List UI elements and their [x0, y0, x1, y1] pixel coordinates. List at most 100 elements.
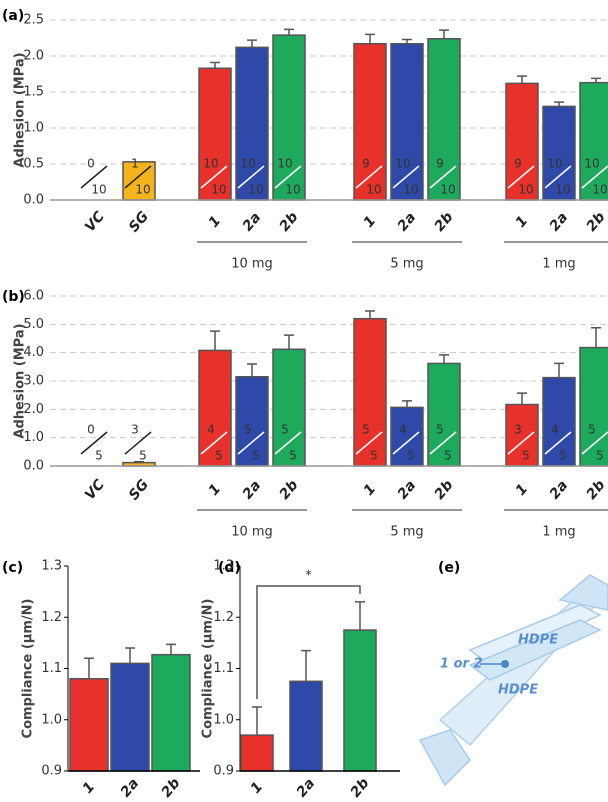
fraction-numerator: 10	[584, 157, 599, 171]
y-tick-label: 1.5	[23, 85, 44, 100]
error-bar	[134, 461, 144, 463]
x-tick-label: 2a	[294, 776, 319, 801]
x-tick-label: 2a	[547, 210, 572, 235]
y-tick-label: 0.9	[213, 764, 234, 779]
fraction-denominator: 10	[518, 183, 533, 197]
bar	[110, 662, 150, 772]
y-tick-label: 1.2	[41, 610, 62, 625]
fraction-numerator: 5	[436, 423, 444, 437]
fraction-numerator: 10	[240, 157, 255, 171]
fraction-denominator: 5	[289, 449, 297, 463]
x-tick-label: 2b	[159, 775, 184, 800]
x-tick-label: 2a	[395, 210, 420, 235]
hdpe-diagram	[418, 574, 608, 787]
fraction-numerator: 3	[514, 423, 522, 437]
fraction-denominator: 10	[135, 183, 150, 197]
fraction-denominator: 10	[248, 183, 263, 197]
error-bar	[166, 643, 176, 655]
x-tick-label: 1	[206, 481, 225, 499]
bar	[69, 678, 109, 772]
bar	[579, 81, 608, 201]
panel-letter: (c)	[2, 560, 23, 576]
x-tick-label: 2b	[348, 775, 373, 800]
diagram-label: 1 or 2	[440, 657, 483, 672]
fraction-slash	[544, 165, 572, 189]
group-label: 1 mg	[542, 257, 575, 272]
fraction-numerator: 4	[399, 423, 407, 437]
fraction-denominator: 5	[444, 449, 452, 463]
error-bar	[591, 77, 601, 83]
fraction-denominator: 5	[252, 449, 260, 463]
fraction-denominator: 10	[440, 183, 455, 197]
fraction-denominator: 5	[139, 449, 147, 463]
diagram-label: HDPE	[518, 633, 558, 648]
y-tick-label: 3.0	[23, 374, 44, 389]
x-tick-label: SG	[126, 209, 152, 236]
fraction-denominator: 10	[366, 183, 381, 197]
fraction-denominator: 5	[596, 449, 604, 463]
fraction-numerator: 5	[281, 423, 289, 437]
x-tick-label: 2b	[584, 477, 608, 502]
x-tick-label: 2a	[547, 478, 572, 503]
error-bar	[252, 706, 262, 736]
panel-letter: (e)	[438, 560, 460, 576]
panel-letter: (b)	[2, 289, 25, 305]
x-tick-label: 2b	[584, 209, 608, 234]
bar	[505, 82, 539, 201]
error-bar	[365, 310, 375, 319]
fraction-denominator: 10	[555, 183, 570, 197]
fraction-slash	[124, 165, 152, 189]
error-bar	[247, 363, 257, 377]
x-tick-label: 2a	[118, 776, 143, 801]
bar	[390, 406, 424, 467]
x-tick-label: 2a	[240, 478, 265, 503]
x-tick-label: 2b	[277, 209, 302, 234]
x-tick-label: 2b	[277, 477, 302, 502]
fraction-slash	[80, 431, 108, 455]
fraction-slash	[274, 165, 302, 189]
x-tick-label: VC	[82, 476, 108, 503]
bar	[353, 317, 387, 467]
error-bar	[517, 75, 527, 84]
y-axis-title: Compliance (µm/N)	[21, 599, 36, 739]
significance-label: *	[305, 569, 312, 584]
fraction-denominator: 10	[211, 183, 226, 197]
bar	[289, 680, 323, 772]
x-tick-label: 2a	[395, 478, 420, 503]
y-tick-label: 5.0	[23, 317, 44, 332]
fraction-slash	[544, 431, 572, 455]
group-label: 5 mg	[390, 257, 423, 272]
error-bar	[210, 330, 220, 351]
y-tick-label: 1.0	[23, 430, 44, 445]
fraction-slash	[200, 165, 228, 189]
fraction-slash	[507, 431, 535, 455]
fraction-numerator: 9	[362, 157, 370, 171]
fraction-numerator: 3	[131, 423, 139, 437]
group-label: 5 mg	[390, 525, 423, 540]
fraction-slash	[80, 165, 108, 189]
error-bar	[284, 28, 294, 36]
error-bar	[301, 649, 311, 682]
diagram-label: HDPE	[498, 683, 538, 698]
fraction-slash	[507, 165, 535, 189]
error-bar	[591, 326, 601, 348]
error-bar	[402, 400, 412, 408]
fraction-slash	[355, 165, 383, 189]
error-bar	[210, 61, 220, 69]
y-tick-label: 0.9	[41, 764, 62, 779]
bar	[390, 43, 424, 201]
fraction-numerator: 4	[207, 423, 215, 437]
fraction-denominator: 5	[407, 449, 415, 463]
y-tick-label: 1.0	[41, 712, 62, 727]
fraction-denominator: 5	[95, 449, 103, 463]
panel-letter: (d)	[218, 560, 241, 576]
fraction-numerator: 9	[436, 157, 444, 171]
y-tick-label: 2.0	[23, 402, 44, 417]
group-label: 10 mg	[231, 525, 273, 540]
fraction-numerator: 10	[203, 157, 218, 171]
x-tick-label: 2b	[432, 209, 457, 234]
x-tick-label: 1	[248, 779, 267, 797]
error-bar	[284, 334, 294, 350]
y-tick-label: 0.5	[23, 157, 44, 172]
fraction-slash	[429, 165, 457, 189]
